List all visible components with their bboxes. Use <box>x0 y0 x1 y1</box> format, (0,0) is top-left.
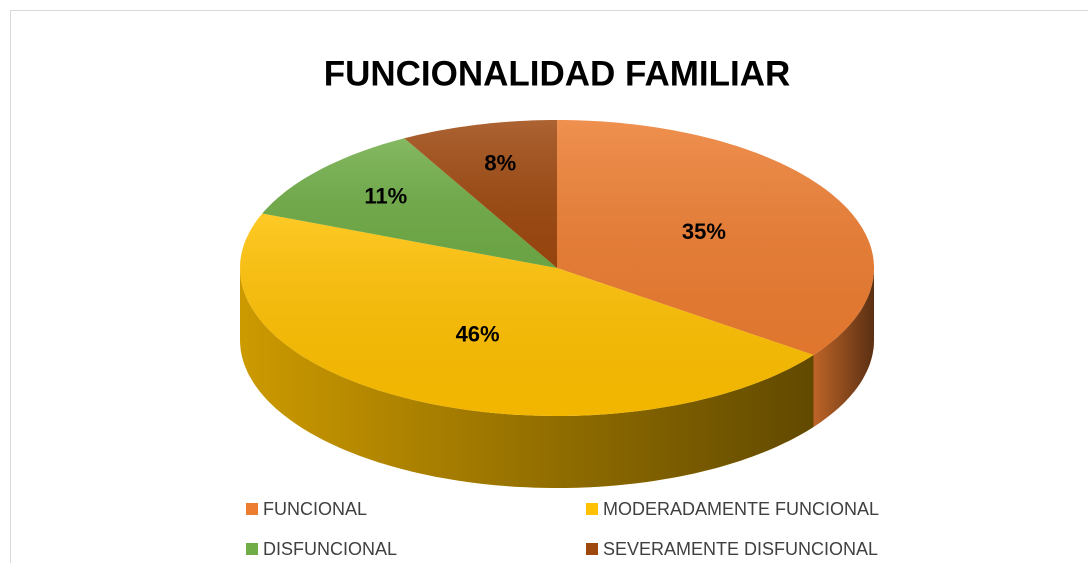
legend-label: MODERADAMENTE FUNCIONAL <box>603 499 879 519</box>
data-label: 11% <box>364 183 407 208</box>
data-label: 46% <box>456 321 500 346</box>
legend-label: SEVERAMENTE DISFUNCIONAL <box>603 539 878 559</box>
data-label: 35% <box>682 219 726 244</box>
pie-tops <box>240 120 874 416</box>
data-label: 8% <box>484 151 516 176</box>
legend-swatch <box>586 543 598 555</box>
legend-label: FUNCIONAL <box>263 499 367 519</box>
legend-swatch <box>246 503 258 515</box>
legend-swatch <box>586 503 598 515</box>
legend-swatch <box>246 543 258 555</box>
legend-label: DISFUNCIONAL <box>263 539 397 559</box>
chart-title: FUNCIONALIDAD FAMILIAR <box>324 54 791 93</box>
